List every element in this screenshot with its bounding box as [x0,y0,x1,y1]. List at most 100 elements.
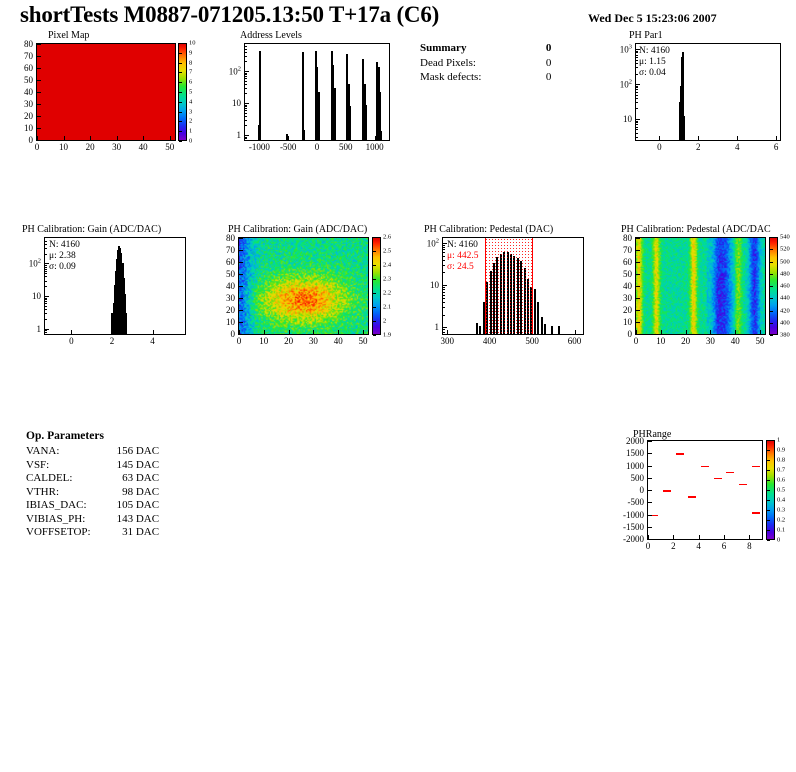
color-bar-label: 10 [189,39,196,47]
axis-tick-label: 10 [623,317,632,327]
axis-tick [238,262,243,263]
op-parameter-value: 98 DAC [122,485,160,498]
axis-tick-label: 10 [430,280,439,291]
axis-tick [647,539,652,540]
axis-tick [647,453,652,455]
op-parameter-label: VOFFSETOP: [26,526,91,538]
axis-tick [647,465,652,467]
plot-address-levels[interactable]: Address Levels -1000 -500 0 500 1000 1 10 102 [222,30,394,154]
axis-tick [244,135,249,137]
axis-minor-tick [442,334,445,335]
axis-tick-label: 400 [482,336,497,346]
axis-minor-tick [442,244,445,246]
plot-title: PH Calibration: Pedestal (DAC) [424,224,554,235]
plot-stat-mu: μ: 2.38 [49,251,76,261]
range-segment [751,512,760,514]
plot-gain-histogram[interactable]: PH Calibration: Gain (ADC/DAC) 0 2 4 1 10 102 N… [22,224,190,348]
plot-phrange[interactable]: PHRange 0 2 4 6 8 -2000 -1500 -1000 -500 0 500 1000 1… [613,429,788,551]
axis-tick-label: 70 [24,51,33,61]
axis-tick-label: 6 [773,142,779,152]
axis-tick [635,310,640,311]
color-bar-label: 6 [189,78,193,86]
summary-row-value: 0 [545,71,552,83]
plot-stat-sigma: σ: 0.04 [639,68,666,78]
plot-pixel-map[interactable]: Pixel Map 0 10 20 30 40 50 0 10 20 30 40 50 60 70 80 0 1 2… [12,30,196,154]
axis-tick-label: 1 [236,130,242,141]
plot-stat-N: N: 4160 [49,240,80,250]
axis-tick [776,136,778,141]
histogram-bar [364,105,367,140]
axis-tick [244,71,249,73]
axis-tick-label: 2 [109,336,115,346]
axis-tick [635,49,640,51]
axis-minor-tick [44,299,47,301]
plot-pedestal-map[interactable]: PH Calibration: Pedestal (ADC/DAC 0 10 20 30… [613,224,790,348]
summary-title: Summary [420,42,467,54]
axis-tick [635,334,640,335]
axis-minor-tick [442,331,445,333]
op-parameter-value: 63 DAC [122,472,160,484]
range-segment [662,490,672,492]
op-parameter-row: VTHR: 98 DAC [26,486,159,500]
range-marker [485,238,487,334]
color-bar-label: 420 [780,307,790,314]
plot-gain-map[interactable]: PH Calibration: Gain (ADC/DAC) 0 10 20 30 40 5… [216,224,391,348]
op-parameter-row: CALDEL: 63 DAC [26,472,159,486]
axis-minor-tick [244,78,247,80]
axis-tick [239,330,240,335]
axis-tick-label: 50 [755,336,765,346]
axis-minor-tick [635,97,638,99]
color-bar-tick [179,111,182,113]
plot-pedestal-histogram[interactable]: PH Calibration: Pedestal (DAC) 300 400 500 6… [420,224,588,348]
axis-minor-tick [244,83,247,85]
plot-stat-N: N: 4160 [447,240,478,250]
axis-tick [635,118,640,120]
color-bar-label: 7 [189,68,193,76]
axis-tick [313,330,315,335]
histogram-bar [257,125,260,140]
axis-tick [442,327,447,329]
axis-tick-label: 40 [138,142,148,152]
color-bar-tick [373,307,376,308]
histogram-bar [380,131,383,140]
op-parameter-row: VANA: 156 DAC [26,445,159,459]
axis-tick-label: 0 [230,329,236,339]
axis-tick-label: -2000 [623,534,644,544]
axis-tick-label: 10 [623,113,632,124]
axis-tick [660,330,662,335]
color-bar-label: 400 [780,319,790,327]
page-title: shortTests M0887-071205.13:50 T+17a (C6) [20,2,440,27]
color-bar-tick [767,480,770,481]
op-parameter-value: 31 DAC [122,526,160,538]
axis-tick [363,330,365,335]
axis-minor-tick [244,110,247,112]
histogram-bar [476,322,479,334]
plot-ph-par1[interactable]: PH Par1 0 2 4 6 10 102 103 N: 4160 μ: 1.15 σ: 0.04 [613,30,785,154]
color-bar-tick [767,490,770,491]
axis-tick [685,330,687,335]
color-bar-label: 0.3 [777,506,786,514]
axis-tick-label: 102 [228,65,241,77]
op-parameter-label: VANA: [26,445,60,457]
axis-tick [635,286,640,287]
color-bar-label: 520 [780,245,790,253]
axis-tick [238,250,243,251]
histogram-bar [379,92,382,140]
color-bar-tick [767,500,770,501]
axis-tick [36,128,41,129]
axis-tick [36,80,41,81]
plot-title: PHRange [633,429,672,440]
axis-tick-label: 50 [165,142,175,152]
histogram-bar [376,62,379,140]
axis-tick-label: 50 [623,269,632,279]
axis-tick-label: 30 [623,293,632,303]
color-bar-tick [770,273,773,275]
axis-tick [238,334,243,335]
color-bar-tick [770,335,773,336]
axis-tick [36,44,41,45]
axis-tick [238,238,243,239]
axis-tick [760,330,762,335]
axis-tick [36,104,41,105]
summary-row: Dead Pixels: 0 [420,57,551,71]
axis-tick [152,330,154,335]
